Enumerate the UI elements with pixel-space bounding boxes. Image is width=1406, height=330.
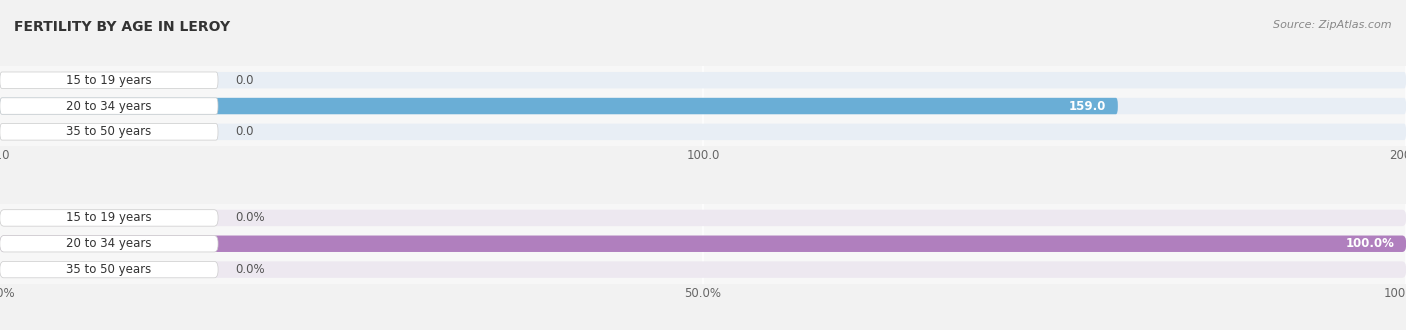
Text: 0.0: 0.0 [235,125,253,138]
FancyBboxPatch shape [0,236,1406,252]
Text: 20 to 34 years: 20 to 34 years [66,100,152,113]
FancyBboxPatch shape [0,261,1406,278]
FancyBboxPatch shape [0,98,1406,114]
FancyBboxPatch shape [0,236,1406,252]
Text: Source: ZipAtlas.com: Source: ZipAtlas.com [1274,20,1392,30]
FancyBboxPatch shape [0,210,218,226]
FancyBboxPatch shape [0,98,1118,114]
FancyBboxPatch shape [0,72,218,88]
Text: 159.0: 159.0 [1069,100,1107,113]
Text: 35 to 50 years: 35 to 50 years [66,125,152,138]
FancyBboxPatch shape [0,236,218,252]
Text: 0.0%: 0.0% [235,263,264,276]
Text: 15 to 19 years: 15 to 19 years [66,212,152,224]
Text: 35 to 50 years: 35 to 50 years [66,263,152,276]
FancyBboxPatch shape [0,210,1406,226]
FancyBboxPatch shape [0,124,1406,140]
Text: 20 to 34 years: 20 to 34 years [66,237,152,250]
FancyBboxPatch shape [0,72,1406,88]
Text: 15 to 19 years: 15 to 19 years [66,74,152,87]
FancyBboxPatch shape [0,124,218,140]
Text: 0.0: 0.0 [235,74,253,87]
Text: 0.0%: 0.0% [235,212,264,224]
Text: 100.0%: 100.0% [1346,237,1395,250]
FancyBboxPatch shape [0,98,218,114]
Text: FERTILITY BY AGE IN LEROY: FERTILITY BY AGE IN LEROY [14,20,231,34]
FancyBboxPatch shape [0,261,218,278]
